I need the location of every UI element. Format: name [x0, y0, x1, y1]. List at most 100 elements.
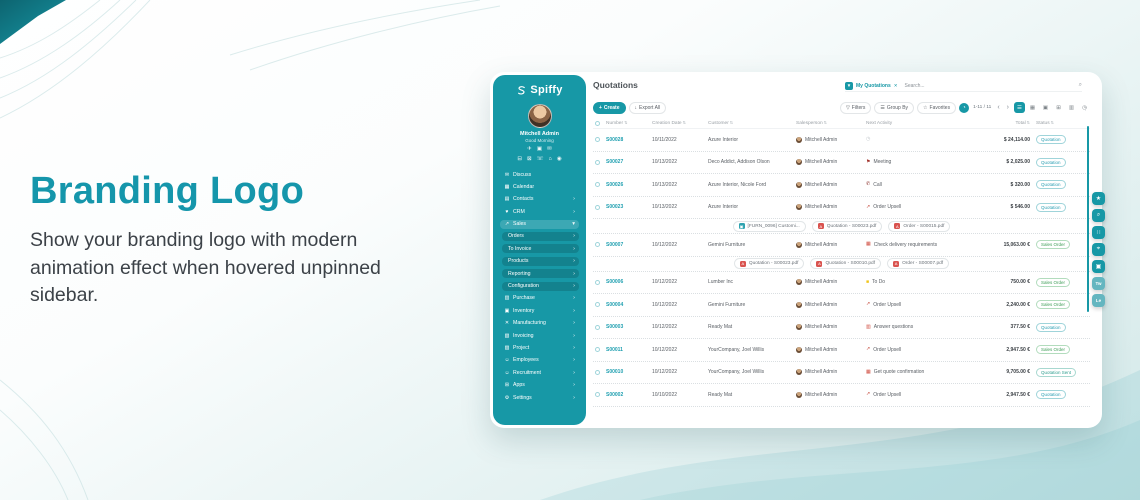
col-next-activity[interactable]: Next Activity	[866, 121, 970, 126]
row-checkbox[interactable]	[595, 159, 600, 165]
next-activity-cell[interactable]: ▦ Check delivery requirements	[866, 242, 970, 248]
row-checkbox[interactable]	[595, 347, 600, 353]
col-customer[interactable]: Customer⇅	[708, 120, 796, 126]
quotation-number[interactable]: S00028	[606, 136, 624, 143]
quotation-number[interactable]: S00011	[606, 346, 623, 353]
create-button[interactable]: + Create	[593, 101, 626, 114]
table-row[interactable]: S00026 10/13/2022 Azure Interior, Nicole F…	[593, 174, 1090, 197]
user-avatar[interactable]	[527, 104, 552, 128]
sidebar-item-crm[interactable]: ♥ CRM ›	[500, 207, 579, 216]
col-salesperson[interactable]: Salesperson⇅	[796, 120, 866, 126]
quotation-number[interactable]: S00002	[606, 391, 624, 398]
sidebar-item-manufacturing[interactable]: ✕ Manufacturing ›	[500, 319, 579, 328]
table-row[interactable]: S00007 10/12/2022 Gemini Furniture Mitchell…	[593, 234, 1090, 257]
sidebar-item-reporting[interactable]: Reporting ›	[502, 269, 579, 279]
sidebar-item-project[interactable]: ▨ Project ›	[500, 343, 579, 352]
sidebar-item-to-invoice[interactable]: To Invoice ›	[502, 244, 579, 254]
col-total[interactable]: Total⇅	[970, 120, 1036, 126]
next-activity-cell[interactable]: ⚑ Meeting	[866, 159, 970, 165]
attachment-chip[interactable]: A Quotation - S00023.pdf	[811, 220, 883, 232]
attachment-chip[interactable]: A Quotation - S00023.pdf	[733, 258, 805, 269]
quotation-number[interactable]: S00006	[606, 279, 624, 286]
quotation-number[interactable]: S00026	[606, 181, 624, 188]
quotation-number[interactable]: S00010	[606, 369, 624, 376]
table-row[interactable]: S00004 10/12/2022 Gemini Furniture Mitchell…	[593, 294, 1090, 317]
table-row[interactable]: S00027 10/13/2022 Deco Addict, Addison Ols…	[593, 151, 1090, 174]
table-row[interactable]: S00010 10/12/2022 YourCompany, Joel Willis…	[593, 361, 1090, 384]
column-settings-icon[interactable]: ⋮	[1083, 106, 1088, 112]
filter-chip-label[interactable]: My Quotations	[856, 82, 891, 89]
sidebar-item-inventory[interactable]: ▣ Inventory ›	[500, 306, 579, 315]
quotation-number[interactable]: S00027	[606, 159, 624, 166]
sidebar-item-purchase[interactable]: ▥ Purchase ›	[500, 294, 579, 303]
sidebar-item-invoicing[interactable]: ▧ Invoicing ›	[500, 331, 579, 340]
col-number[interactable]: Number⇅	[606, 120, 652, 126]
quotation-number[interactable]: S00023	[606, 204, 624, 211]
group-by-button[interactable]: ☰ Group By	[874, 101, 915, 114]
attachment-chip[interactable]: ▣ [FURN_0096] Customi...	[732, 220, 806, 232]
next-activity-cell[interactable]: ↗ Order Upsell	[866, 302, 970, 308]
table-row[interactable]: S00006 10/12/2022 Lumber Inc Mitchell Admin…	[593, 271, 1090, 294]
sidebar-item-recruitment[interactable]: ☺ Recruitment ›	[500, 368, 579, 377]
list-view-icon[interactable]: ☰	[1014, 102, 1025, 113]
refresh-clock-icon[interactable]: ◔	[959, 102, 970, 113]
row-checkbox[interactable]	[595, 324, 600, 330]
lock-icon[interactable]: ⌂	[548, 155, 552, 162]
search-rail-icon[interactable]: ⌕	[1092, 209, 1105, 222]
location-icon[interactable]: ◉	[556, 155, 562, 162]
next-activity-cell[interactable]: ✆ Call	[866, 182, 970, 188]
prev-page-icon[interactable]: ‹	[997, 104, 1000, 111]
next-activity-cell[interactable]: ↗ Order Upsell	[866, 392, 970, 398]
table-row[interactable]: S00011 10/12/2022 YourCompany, Joel Willis…	[593, 339, 1090, 362]
favorites-button[interactable]: ☆ Favorites	[917, 101, 957, 114]
mail-icon[interactable]: ✉	[547, 146, 552, 152]
sidebar-item-orders[interactable]: Orders ›	[502, 231, 579, 241]
inbox-icon[interactable]: ▣	[536, 146, 543, 152]
search-bar[interactable]: ▼ My Quotations ✕ Search... ⌕	[845, 80, 1082, 92]
row-checkbox[interactable]	[595, 302, 600, 308]
row-checkbox[interactable]	[595, 182, 600, 188]
sidebar-item-settings[interactable]: ⚙ Settings ›	[500, 393, 579, 402]
table-row[interactable]: S00023 10/13/2022 Azure Interior Mitchell A…	[593, 196, 1090, 219]
phone-icon[interactable]: ☏	[536, 155, 544, 162]
row-checkbox[interactable]	[595, 392, 600, 398]
next-activity-cell[interactable]: ↗ Order Upsell	[866, 204, 970, 210]
select-all-checkbox[interactable]	[595, 120, 600, 126]
sidebar-item-configuration[interactable]: Configuration ›	[502, 281, 579, 291]
zoom-rail-icon[interactable]: ⌖	[1092, 243, 1105, 256]
table-row[interactable]: S00028 10/11/2022 Azure Interior Mitchell A…	[593, 129, 1090, 152]
grid-rail-icon[interactable]: ∷	[1092, 226, 1105, 239]
next-activity-cell[interactable]: ■ To Do	[866, 279, 970, 285]
sidebar-item-discuss[interactable]: ✉ Discuss	[500, 170, 579, 179]
sidebar-item-contacts[interactable]: ▤ Contacts ›	[500, 195, 579, 204]
quotation-number[interactable]: S00007	[606, 241, 624, 248]
search-placeholder[interactable]: Search...	[904, 82, 925, 89]
calendar-view-icon[interactable]: ▣	[1042, 104, 1049, 111]
sidebar-item-employees[interactable]: ☺ Employees ›	[500, 356, 579, 365]
export-all-button[interactable]: ↓ Export All	[628, 101, 667, 114]
table-row[interactable]: S00002 10/10/2022 Ready Mat Mitchell Admin ↗…	[593, 384, 1090, 407]
next-activity-cell[interactable]: ↗ Order Upsell	[866, 347, 970, 353]
row-checkbox[interactable]	[595, 279, 600, 285]
sidebar-item-calendar[interactable]: ▦ Calendar	[500, 182, 579, 191]
pivot-view-icon[interactable]: ⊞	[1056, 104, 1061, 111]
next-activity-cell[interactable]: ◷	[866, 137, 970, 142]
attachment-chip[interactable]: A Order - S00007.pdf	[887, 258, 950, 269]
sidebar-item-apps[interactable]: ⊞ Apps ›	[500, 381, 579, 390]
star-rail-icon[interactable]: ★	[1092, 192, 1105, 205]
tw-rail-icon[interactable]: Tw	[1092, 277, 1105, 290]
graph-view-icon[interactable]: ▥	[1068, 104, 1075, 111]
kanban-view-icon[interactable]: ▦	[1029, 104, 1036, 111]
quotation-number[interactable]: S00003	[606, 324, 624, 331]
card-rail-icon[interactable]: ▣	[1092, 260, 1105, 273]
col-status[interactable]: Status⇅	[1036, 120, 1090, 126]
next-activity-cell[interactable]: ▥ Answer questions	[866, 324, 970, 330]
sidebar-item-sales[interactable]: ↗ Sales ▾	[500, 219, 579, 229]
activity-view-icon[interactable]: ◷	[1082, 104, 1087, 111]
col-creation-date[interactable]: Creation Date⇅	[652, 120, 708, 126]
row-checkbox[interactable]	[595, 204, 600, 210]
le-rail-icon[interactable]: Le	[1092, 294, 1105, 307]
tag-icon[interactable]: ⊠	[526, 155, 532, 162]
plane-icon[interactable]: ✈	[527, 146, 532, 152]
quotation-number[interactable]: S00004	[606, 301, 624, 308]
